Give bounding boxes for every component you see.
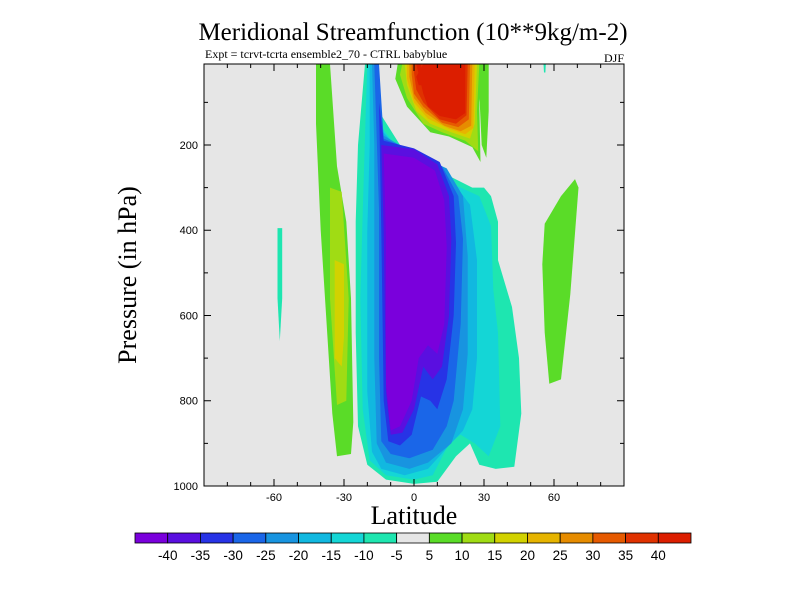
colorbar-swatch — [134, 532, 169, 544]
plot-area: -60 -30 0 30 60 200 400 600 800 1000 — [174, 63, 625, 504]
colorbar-label: 5 — [426, 548, 434, 563]
colorbar-swatch — [298, 532, 332, 544]
contour-nh-tail — [543, 64, 546, 73]
y-tick-label: 600 — [180, 310, 198, 322]
x-tick-label: 0 — [411, 492, 417, 504]
colorbar-label: 40 — [651, 548, 666, 563]
x-tick-label: 60 — [548, 492, 560, 504]
colorbar-label: 35 — [618, 548, 633, 563]
colorbar-swatch — [625, 532, 659, 544]
x-tick-label: -30 — [336, 492, 352, 504]
colorbar-label: -35 — [191, 548, 211, 563]
colorbar-label: 25 — [553, 548, 568, 563]
x-axis-label: Latitude — [371, 501, 458, 530]
x-tick-label: 30 — [478, 492, 490, 504]
colorbar-swatch — [396, 532, 430, 544]
colorbar-label: 20 — [520, 548, 535, 563]
colorbar-label: -40 — [158, 548, 178, 563]
colorbar-label: -5 — [391, 548, 403, 563]
colorbar-swatch — [527, 532, 561, 544]
colorbar-label: -15 — [321, 548, 341, 563]
contour-nh-strip-green — [479, 64, 489, 158]
colorbar-label: 10 — [455, 548, 470, 563]
y-axis-label: Pressure (in hPa) — [113, 186, 142, 364]
chart-subtitle: Expt = tcrvt-tcrta ensemble2_70 - CTRL b… — [205, 47, 447, 61]
contour-sh-filament — [277, 228, 283, 342]
colorbar-swatch — [461, 532, 496, 544]
y-tick-label: 400 — [180, 225, 198, 237]
colorbar-swatch — [657, 532, 692, 544]
colorbar-label: 15 — [487, 548, 502, 563]
x-tick-label: -60 — [266, 492, 282, 504]
colorbar-swatch — [428, 532, 463, 544]
y-tick-label: 200 — [180, 140, 198, 152]
colorbar-swatch — [200, 532, 234, 544]
colorbar-label: -20 — [289, 548, 309, 563]
contour-cell-minus40 — [383, 153, 447, 431]
contour-sh-band-yellow — [334, 260, 344, 367]
colorbar-label: 30 — [585, 548, 600, 563]
colorbar-swatch — [494, 532, 528, 544]
contour-nh-midlat-band — [542, 179, 579, 384]
contour-upper-plus40 — [416, 64, 466, 120]
colorbar-swatch — [232, 532, 267, 544]
chart-title: Meridional Streamfunction (10**9kg/m-2) — [198, 19, 627, 46]
colorbar-label: -10 — [354, 548, 374, 563]
colorbar-swatch — [363, 532, 398, 544]
y-tick-label: 1000 — [174, 481, 198, 493]
colorbar-swatch — [330, 532, 365, 544]
y-tick-label: 800 — [180, 396, 198, 408]
season-label: DJF — [604, 51, 624, 65]
colorbar-swatch — [592, 532, 626, 544]
colorbar: -40 -35 -30 -25 -20 -15 -10 -5 5 10 15 20 25 30 35 40 — [134, 532, 692, 563]
colorbar-swatch — [559, 532, 594, 544]
colorbar-swatch — [265, 532, 299, 544]
colorbar-swatch — [167, 532, 201, 544]
colorbar-label: -30 — [223, 548, 243, 563]
colorbar-label: -25 — [256, 548, 276, 563]
